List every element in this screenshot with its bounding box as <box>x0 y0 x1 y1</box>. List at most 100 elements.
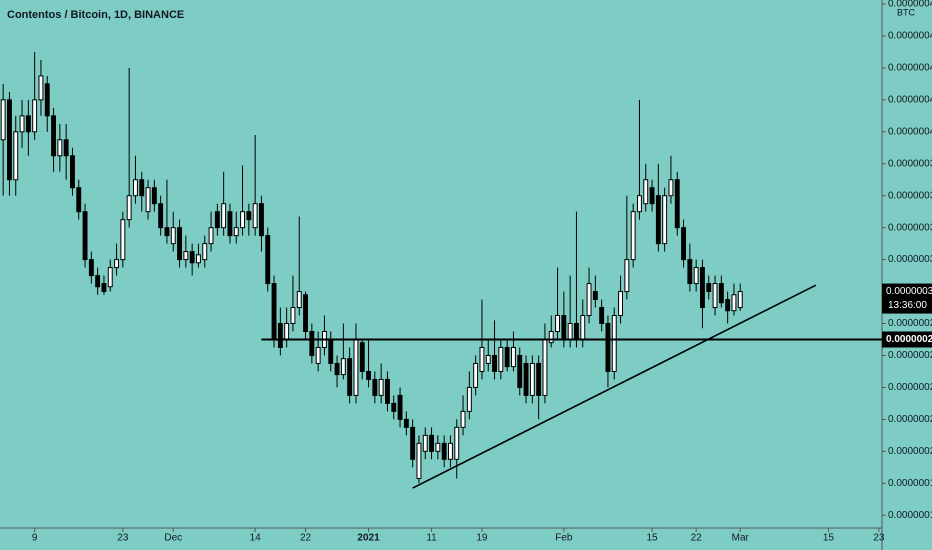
candle-body <box>208 227 214 245</box>
candle-body <box>693 267 699 285</box>
candle-body <box>517 354 523 388</box>
x-tick-label: 23 <box>873 533 885 544</box>
y-tick-label: 0.00000036 <box>888 190 932 201</box>
countdown: 13:36:00 <box>888 300 927 311</box>
x-tick-label: 19 <box>476 533 488 544</box>
candle-body <box>296 291 302 309</box>
y-tick-label: 0.00000024 <box>888 382 932 393</box>
candle-body <box>718 283 724 304</box>
candle-body <box>687 259 693 285</box>
candle-body <box>132 179 138 197</box>
x-tick-label: 15 <box>823 533 835 544</box>
candle-body <box>221 203 227 229</box>
x-tick-label: Dec <box>164 533 182 544</box>
candle-body <box>725 299 731 312</box>
candle-body <box>599 307 605 325</box>
candle-body <box>63 139 69 157</box>
candle-body <box>674 179 680 229</box>
candle-body <box>561 315 567 340</box>
candle-body <box>731 294 737 312</box>
candle-body <box>303 294 309 332</box>
candle-body <box>460 410 466 428</box>
y-tick-label: 0.00000034 <box>888 222 932 233</box>
candle-body <box>57 139 63 157</box>
candle-body <box>290 307 296 325</box>
x-tick-label: Feb <box>555 533 573 544</box>
candle-body <box>214 211 220 229</box>
candle-body <box>189 251 195 264</box>
candle-body <box>107 267 113 288</box>
horizontal-line-label: 0.00000027 <box>886 334 932 345</box>
y-tick-label: 0.00000044 <box>888 63 932 74</box>
candle-body <box>630 211 636 261</box>
candle-body <box>359 342 365 372</box>
y-tick-label: 0.00000032 <box>888 254 932 265</box>
candle-body <box>353 338 359 396</box>
candle-body <box>240 211 246 229</box>
candle-body <box>580 315 586 340</box>
x-tick-label: 22 <box>691 533 703 544</box>
y-unit: BTC <box>897 7 916 17</box>
candle-body <box>573 323 579 340</box>
candle-body <box>252 203 258 229</box>
candle-body <box>384 378 390 404</box>
candle-body <box>643 179 649 205</box>
y-tick-label: 0.00000042 <box>888 94 932 105</box>
candle-body <box>429 434 435 452</box>
candle-body <box>32 99 38 133</box>
candle-body <box>315 346 321 364</box>
candle-body <box>328 338 334 364</box>
candle-body <box>145 187 151 213</box>
candle-body <box>44 83 50 117</box>
candle-body <box>529 362 535 396</box>
trend-line <box>412 284 817 489</box>
candle-body <box>195 254 201 264</box>
y-tick-label: 0.00000048 <box>888 0 932 10</box>
candle-body <box>265 235 271 285</box>
candle-body <box>372 378 378 396</box>
candle-body <box>38 75 44 101</box>
candle-body <box>586 283 592 317</box>
candle-body <box>271 283 277 340</box>
candle-body <box>605 323 611 372</box>
candle-body <box>120 219 126 261</box>
candle-body <box>366 370 372 380</box>
candle-body <box>636 195 642 213</box>
y-tick-label: 0.00000018 <box>888 478 932 489</box>
x-tick-label: 15 <box>646 533 658 544</box>
horizontal-line-tag <box>882 331 932 348</box>
candle-body <box>164 227 170 237</box>
candle-body <box>592 291 598 301</box>
last-price-label: 0.00000030 <box>886 286 932 297</box>
candle-body <box>151 187 157 205</box>
candle-body <box>737 291 743 309</box>
y-tick-label: 0.00000046 <box>888 31 932 42</box>
candle-body <box>706 283 712 293</box>
candle-body <box>611 315 617 372</box>
x-tick-label: 22 <box>300 533 312 544</box>
candle-body <box>82 211 88 261</box>
candle-body <box>681 227 687 261</box>
candle-body <box>233 227 239 237</box>
candle-body <box>510 346 516 368</box>
candle-body <box>397 394 403 420</box>
candle-body <box>183 251 189 261</box>
x-tick-label: 11 <box>426 533 437 544</box>
candle-body <box>699 267 705 309</box>
candle-body <box>114 259 120 269</box>
candle-body <box>76 187 82 213</box>
candle-body <box>347 358 353 396</box>
candle-body <box>139 179 145 197</box>
candle-body <box>416 442 422 479</box>
candle-body <box>13 131 19 181</box>
candle-body <box>88 259 94 277</box>
y-tick-label: 0.00000016 <box>888 510 932 521</box>
candle-body <box>447 442 453 460</box>
candle-body <box>523 362 529 396</box>
candle-body <box>441 442 447 460</box>
candle-body <box>618 291 624 317</box>
